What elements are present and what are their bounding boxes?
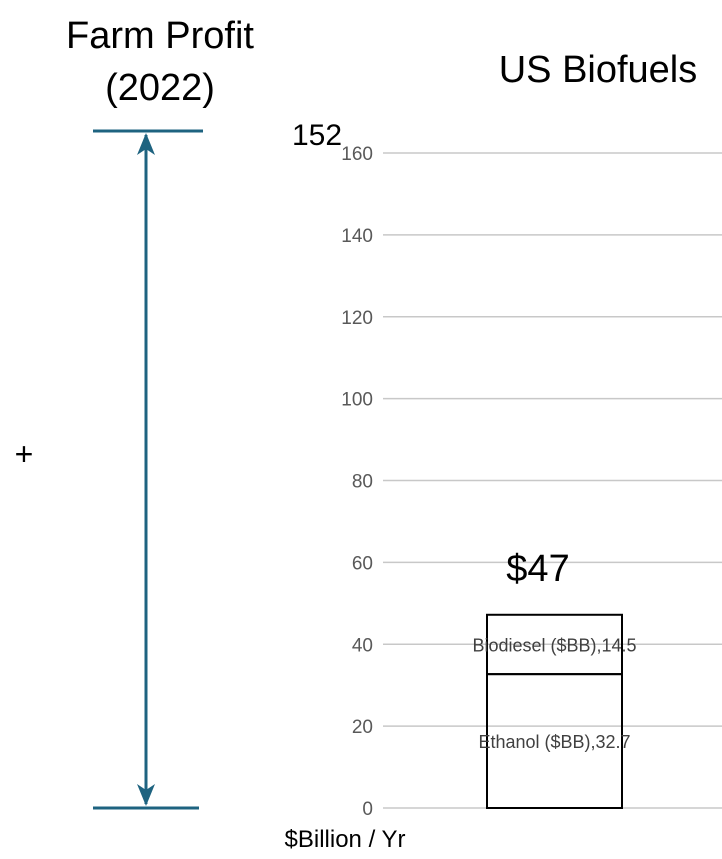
y-tick-label: 60 bbox=[352, 553, 373, 574]
bar-segment-label: Ethanol ($BB),32.7 bbox=[478, 732, 630, 752]
farm-profit-title-line1: Farm Profit bbox=[66, 15, 254, 57]
farm-profit-arrow bbox=[93, 129, 203, 810]
arrow-head-up bbox=[137, 133, 155, 155]
y-axis-label: $Billion / Yr bbox=[285, 826, 406, 853]
bar-segment-label: Biodiesel ($BB),14.5 bbox=[472, 635, 636, 655]
farm-profit-title-line2: (2022) bbox=[105, 67, 215, 109]
arrow-head-down bbox=[137, 784, 155, 806]
bar-total-label: $47 bbox=[506, 548, 569, 590]
chart-title: US Biofuels bbox=[499, 49, 698, 91]
y-tick-label: 140 bbox=[341, 226, 373, 247]
grid-lines bbox=[383, 152, 722, 809]
y-tick-label: 40 bbox=[352, 635, 373, 656]
plus-sign: + bbox=[15, 436, 34, 472]
y-tick-label: 20 bbox=[352, 717, 373, 738]
y-tick-label: 100 bbox=[341, 390, 373, 411]
y-tick-label: 160 bbox=[341, 144, 373, 165]
y-tick-label: 120 bbox=[341, 308, 373, 329]
farm-profit-value-label: 152 bbox=[292, 119, 342, 152]
y-axis-ticks: 0 20 40 60 80 100 120 140 160 bbox=[341, 144, 373, 820]
y-tick-label: 80 bbox=[352, 472, 373, 493]
y-tick-label: 0 bbox=[362, 799, 373, 820]
bar-segment-biodiesel bbox=[486, 613, 623, 676]
stacked-bar: Ethanol ($BB),32.7 Biodiesel ($BB),14.5 bbox=[472, 613, 637, 810]
